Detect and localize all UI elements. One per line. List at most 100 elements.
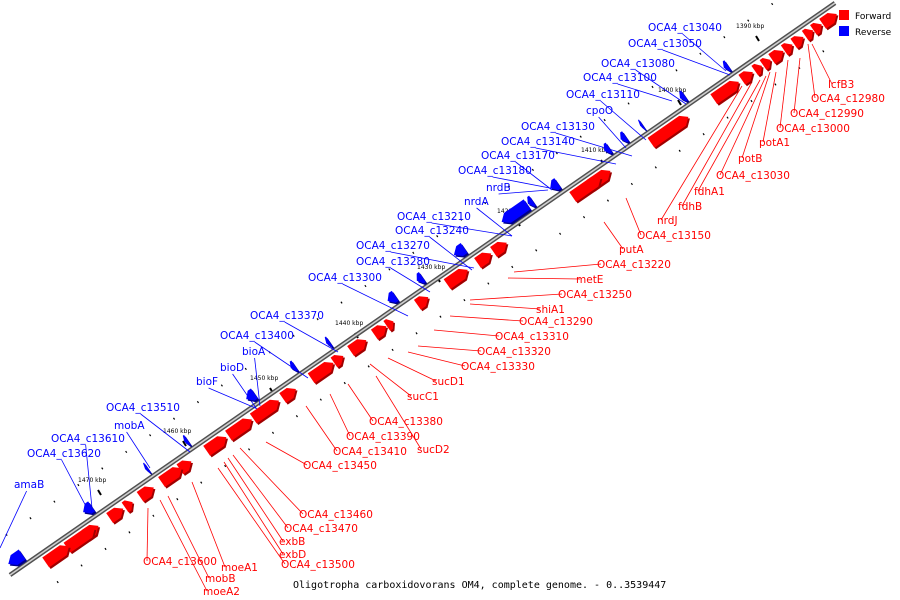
minor-tick-mark (80, 564, 83, 567)
forward-gene (121, 500, 135, 514)
minor-tick-mark (152, 514, 155, 517)
minor-tick-mark (460, 218, 463, 221)
minor-tick-mark (53, 500, 56, 503)
gene-label-nrdb: nrdB (486, 182, 511, 194)
gene-label-oca4-c13450: OCA4_c13450 (303, 460, 377, 472)
forward-gene (42, 545, 71, 569)
minor-tick-mark (606, 199, 610, 202)
minor-tick-mark (340, 301, 343, 304)
gene-label-oca4-c13100: OCA4_c13100 (583, 72, 657, 84)
minor-tick-mark (128, 531, 131, 534)
minor-tick-mark (555, 152, 558, 155)
gene-label-sucd1: sucD1 (432, 376, 465, 388)
reverse-gene (620, 131, 631, 144)
gene-label-potb: potB (738, 153, 762, 165)
gene-label-moea1: moeA1 (221, 562, 258, 574)
minor-tick-mark (678, 149, 681, 152)
gene-label-oca4-c13110: OCA4_c13110 (566, 89, 640, 101)
gene-label-oca4-c13030: OCA4_c13030 (716, 170, 790, 182)
minor-tick-mark (651, 85, 654, 89)
gene-label-bioa: bioA (242, 346, 266, 358)
forward-gene (106, 507, 125, 525)
genome-backbone (8, 1, 837, 577)
gene-label-oca4-c13600: OCA4_c13600 (143, 556, 217, 568)
gene-label-oca4-c13370: OCA4_c13370 (250, 310, 324, 322)
gene-label-mete: metE (576, 274, 603, 286)
forward-gene (176, 460, 193, 476)
forward-gene (249, 399, 281, 426)
minor-tick-mark (723, 35, 726, 39)
forward-gene (790, 36, 806, 51)
legend: Forward Reverse (839, 10, 892, 38)
forward-gene (819, 13, 839, 31)
minor-tick-mark (364, 284, 367, 288)
gene-label-oca4-c13000: OCA4_c13000 (776, 123, 850, 135)
minor-tick-mark (511, 265, 514, 269)
legend-forward-swatch (839, 10, 849, 20)
gene-label-oca4-c13380: OCA4_c13380 (369, 416, 443, 428)
minor-tick-mark (367, 365, 370, 368)
minor-tick-mark (603, 118, 606, 122)
gene-label-oca4-c13300: OCA4_c13300 (308, 272, 382, 284)
minor-tick-mark (220, 384, 223, 387)
gene-label-oca4-c13330: OCA4_c13330 (461, 361, 535, 373)
forward-gene (751, 63, 764, 78)
reverse-gene (387, 290, 401, 305)
gene-label-lcfb3: lcfB3 (828, 79, 854, 91)
forward-gene (490, 241, 509, 259)
gene-label-pota1: potA1 (759, 137, 790, 149)
gene-label-cpoo: cpoO (586, 105, 613, 117)
gene-label-amab: amaB (14, 479, 44, 491)
minor-tick-mark (579, 135, 582, 138)
gene-label-nrda: nrdA (464, 196, 489, 208)
gene-label-oca4-c13500: OCA4_c13500 (281, 559, 355, 571)
reverse-gene (8, 549, 28, 567)
kbp-tick-label: 1450 kbp (250, 375, 278, 382)
minor-tick-mark (487, 282, 490, 285)
minor-tick-mark (224, 464, 227, 468)
minor-tick-mark (750, 99, 753, 103)
forward-gene (279, 388, 298, 405)
leader-lines-layer (0, 33, 833, 592)
major-tick-mark (97, 489, 102, 496)
minor-tick-mark (172, 417, 176, 420)
reverse-gene (527, 195, 538, 209)
forward-gene (738, 71, 755, 87)
major-tick-mark (677, 99, 682, 106)
reverse-gene (246, 388, 260, 403)
forward-gene (158, 467, 184, 489)
minor-tick-mark (582, 215, 586, 219)
minor-tick-mark (726, 116, 729, 119)
minor-tick-mark (125, 450, 128, 454)
forward-gene (780, 43, 795, 57)
forward-gene (759, 58, 773, 72)
gene-label-moea2: moeA2 (203, 586, 240, 598)
gene-label-biod: bioD (220, 362, 244, 374)
reverse-gene (182, 434, 193, 448)
minor-tick-mark (104, 547, 107, 551)
gene-label-oca4-c13410: OCA4_c13410 (333, 446, 407, 458)
gene-label-exbd: exbD (279, 549, 306, 561)
minor-tick-mark (196, 400, 200, 404)
forward-gene (810, 22, 824, 37)
forward-gene (63, 527, 97, 555)
minor-tick-mark (271, 431, 275, 434)
gene-label-oca4-c13510: OCA4_c13510 (106, 402, 180, 414)
forward-gene (383, 319, 395, 333)
minor-tick-mark (463, 298, 466, 302)
reverse-gene (501, 199, 533, 225)
legend-reverse-label: Reverse (855, 28, 892, 38)
minor-tick-mark (56, 580, 59, 584)
minor-tick-mark (822, 50, 825, 53)
gene-label-oca4-c13080: OCA4_c13080 (601, 58, 675, 70)
forward-gene (647, 115, 690, 150)
gene-label-exbb: exbB (279, 536, 305, 548)
gene-label-oca4-c13470: OCA4_c13470 (284, 523, 358, 535)
forward-gene (801, 28, 815, 43)
gene-label-oca4-c13150: OCA4_c13150 (637, 230, 711, 242)
kbp-tick-label: 1400 kbp (658, 87, 686, 94)
legend-reverse-swatch (839, 26, 849, 36)
forward-gene (203, 436, 228, 458)
gene-label-fdha1: fdhA1 (694, 186, 725, 198)
gene-label-oca4-c13240: OCA4_c13240 (395, 225, 469, 237)
